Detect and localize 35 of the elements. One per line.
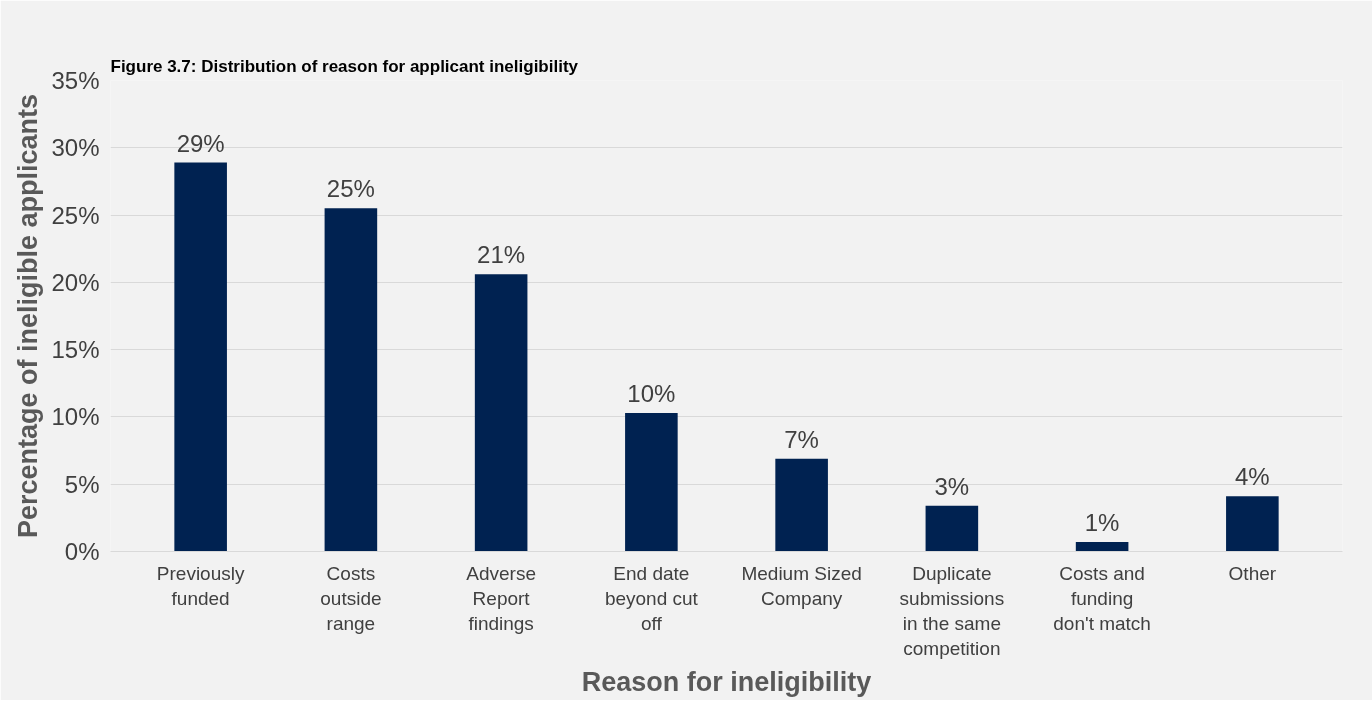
y-tick-label: 15% — [51, 336, 100, 364]
bar — [625, 412, 678, 552]
y-tick-label: 35% — [51, 67, 100, 94]
bar — [1075, 542, 1129, 552]
bar — [775, 458, 828, 552]
x-tick-label: Adverse Report findings — [466, 562, 536, 634]
bar — [324, 208, 378, 552]
x-tick-label: Medium Sized Company — [741, 562, 862, 609]
y-tick-label: 20% — [51, 268, 100, 296]
x-tick-label: Previously funded — [156, 562, 245, 609]
data-label: 7% — [784, 425, 819, 453]
data-label: 29% — [176, 129, 225, 157]
bar — [1226, 496, 1279, 552]
x-axis-title: Reason for ineligibility — [581, 667, 872, 698]
bar — [925, 505, 979, 552]
x-tick-label: Other — [1228, 562, 1277, 584]
data-label: 10% — [627, 379, 676, 407]
data-label: 21% — [477, 241, 526, 269]
y-tick-label: 10% — [51, 403, 100, 431]
x-tick-label: Duplicate submissions in the same competition — [899, 562, 1005, 660]
x-tick-label: End date beyond cut off — [604, 562, 699, 634]
y-tick-label: 30% — [51, 134, 100, 162]
y-tick-label: 5% — [64, 470, 100, 498]
bar — [174, 162, 227, 552]
data-label: 25% — [326, 175, 375, 203]
data-label: 4% — [1235, 463, 1270, 491]
bar — [474, 274, 528, 552]
y-tick-label: 25% — [51, 201, 100, 229]
chart-title: Figure 3.7: Distribution of reason for applicant ineligibility — [110, 56, 579, 76]
data-label: 3% — [934, 472, 970, 500]
y-tick-label: 0% — [64, 538, 100, 565]
x-tick-label: Costs and funding don't match — [1053, 562, 1151, 634]
y-axis-title: Percentage of ineligible applicants — [13, 93, 44, 539]
x-tick-label: Costs outside range — [320, 562, 382, 634]
data-label: 1% — [1084, 509, 1120, 537]
